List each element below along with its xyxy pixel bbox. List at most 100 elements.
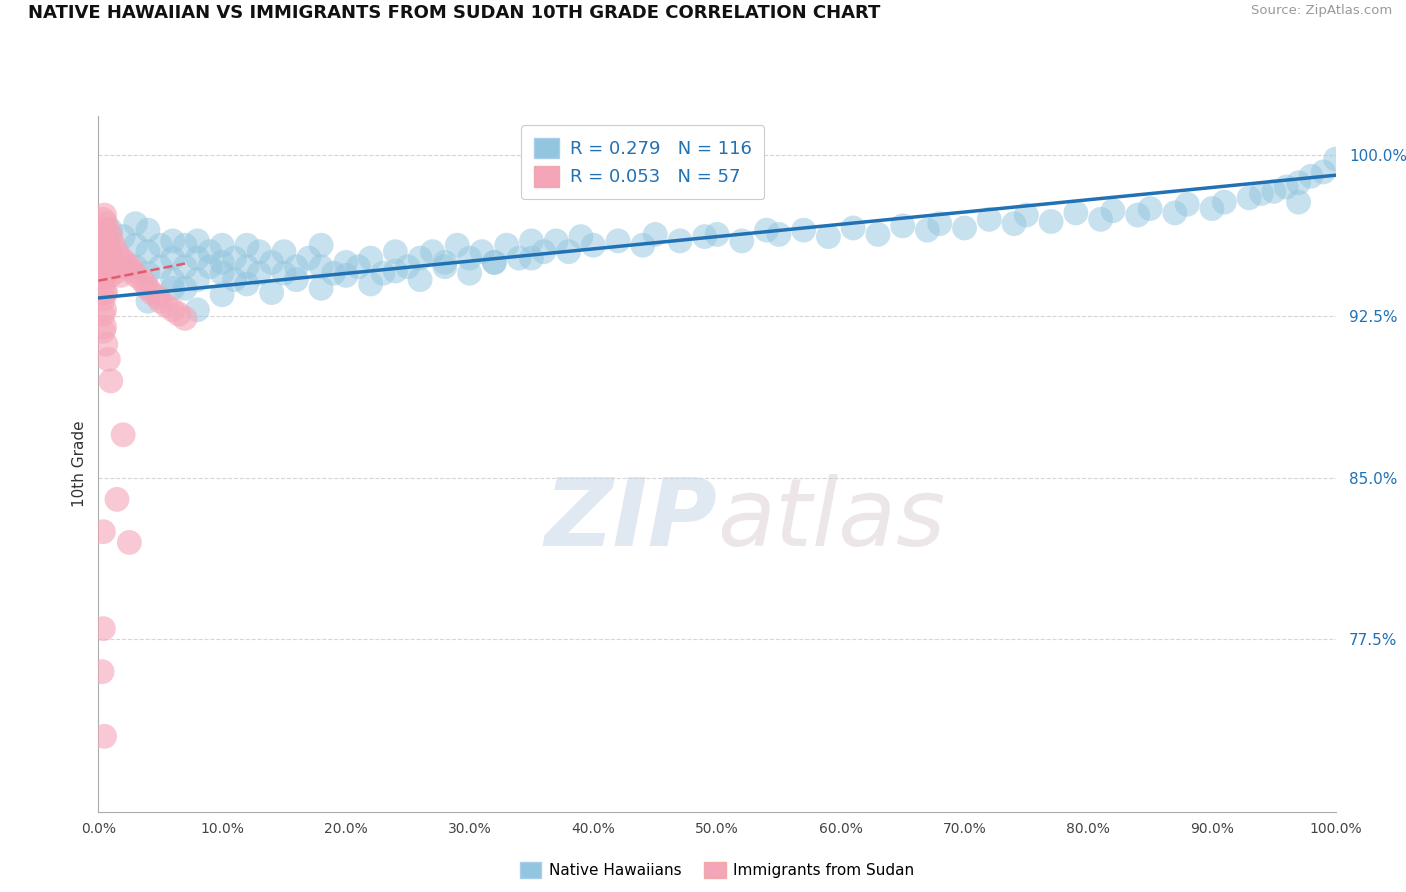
Point bbox=[409, 251, 432, 265]
Point bbox=[149, 260, 172, 274]
Point bbox=[891, 219, 914, 233]
Point bbox=[1164, 206, 1187, 220]
Point bbox=[136, 244, 159, 259]
Point bbox=[174, 311, 197, 326]
Text: ZIP: ZIP bbox=[544, 474, 717, 566]
Point bbox=[100, 229, 122, 244]
Point bbox=[93, 270, 115, 285]
Point bbox=[136, 281, 159, 295]
Point bbox=[162, 234, 184, 248]
Point bbox=[131, 273, 153, 287]
Point bbox=[186, 302, 208, 317]
Point bbox=[136, 294, 159, 309]
Point bbox=[1299, 169, 1322, 184]
Point bbox=[546, 234, 568, 248]
Point bbox=[100, 249, 122, 263]
Point bbox=[607, 234, 630, 248]
Point bbox=[1288, 176, 1310, 190]
Point bbox=[93, 622, 115, 636]
Point bbox=[97, 243, 120, 257]
Point bbox=[309, 260, 332, 274]
Point bbox=[124, 268, 146, 283]
Legend: Native Hawaiians, Immigrants from Sudan: Native Hawaiians, Immigrants from Sudan bbox=[513, 856, 921, 884]
Point bbox=[110, 268, 132, 283]
Point bbox=[917, 223, 939, 237]
Point bbox=[236, 277, 259, 291]
Point bbox=[93, 238, 115, 252]
Point bbox=[1090, 212, 1112, 227]
Point bbox=[979, 212, 1001, 227]
Point bbox=[669, 234, 692, 248]
Point bbox=[198, 244, 221, 259]
Point bbox=[360, 277, 382, 291]
Point bbox=[335, 255, 357, 269]
Point bbox=[508, 251, 530, 265]
Point bbox=[146, 290, 169, 304]
Point bbox=[93, 277, 115, 291]
Point bbox=[136, 266, 159, 280]
Point bbox=[582, 238, 605, 252]
Point bbox=[1015, 208, 1038, 222]
Point bbox=[842, 221, 865, 235]
Point bbox=[112, 427, 135, 442]
Point bbox=[93, 208, 115, 222]
Point bbox=[186, 273, 208, 287]
Point bbox=[100, 374, 122, 388]
Point bbox=[211, 287, 233, 301]
Point bbox=[93, 255, 115, 269]
Point bbox=[396, 260, 419, 274]
Point bbox=[458, 266, 481, 280]
Point bbox=[93, 729, 115, 743]
Point bbox=[118, 260, 141, 274]
Point bbox=[347, 260, 370, 274]
Point bbox=[110, 251, 132, 265]
Point bbox=[93, 223, 115, 237]
Point bbox=[273, 244, 295, 259]
Point bbox=[174, 260, 197, 274]
Point bbox=[94, 251, 117, 265]
Point bbox=[93, 229, 115, 244]
Point bbox=[755, 223, 778, 237]
Point bbox=[731, 234, 754, 248]
Point bbox=[1201, 202, 1223, 216]
Point bbox=[124, 238, 146, 252]
Point bbox=[298, 251, 321, 265]
Point bbox=[93, 307, 115, 321]
Point bbox=[569, 229, 592, 244]
Point bbox=[533, 244, 555, 259]
Point bbox=[360, 251, 382, 265]
Point bbox=[103, 255, 125, 269]
Point bbox=[236, 238, 259, 252]
Point bbox=[93, 212, 115, 227]
Point bbox=[484, 255, 506, 269]
Point bbox=[1064, 206, 1087, 220]
Point bbox=[124, 217, 146, 231]
Point bbox=[94, 268, 117, 283]
Point bbox=[114, 255, 136, 269]
Point bbox=[384, 244, 406, 259]
Point bbox=[1002, 217, 1025, 231]
Point bbox=[706, 227, 728, 242]
Point bbox=[866, 227, 889, 242]
Point bbox=[198, 260, 221, 274]
Point bbox=[817, 229, 839, 244]
Point bbox=[149, 294, 172, 309]
Point bbox=[1102, 203, 1125, 218]
Point bbox=[285, 260, 308, 274]
Point bbox=[162, 273, 184, 287]
Point bbox=[94, 285, 117, 300]
Point bbox=[520, 251, 543, 265]
Point bbox=[93, 260, 115, 274]
Point bbox=[557, 244, 579, 259]
Point bbox=[162, 302, 184, 317]
Point bbox=[953, 221, 976, 235]
Point bbox=[1288, 195, 1310, 210]
Point bbox=[186, 251, 208, 265]
Point bbox=[136, 223, 159, 237]
Text: NATIVE HAWAIIAN VS IMMIGRANTS FROM SUDAN 10TH GRADE CORRELATION CHART: NATIVE HAWAIIAN VS IMMIGRANTS FROM SUDAN… bbox=[28, 4, 880, 22]
Point bbox=[433, 260, 456, 274]
Point bbox=[1237, 191, 1260, 205]
Point bbox=[422, 244, 444, 259]
Point bbox=[93, 285, 115, 300]
Point bbox=[149, 238, 172, 252]
